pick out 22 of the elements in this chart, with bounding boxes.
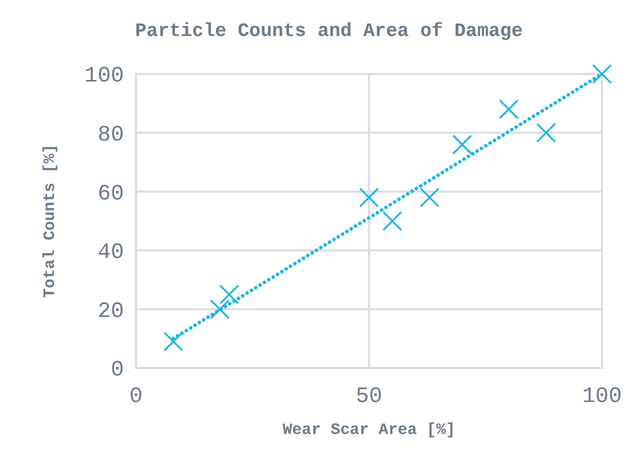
point	[219, 284, 240, 304]
point	[452, 134, 472, 154]
chart-title: Particle Counts and Area of Damage	[135, 20, 523, 42]
x-tick-label: 50	[356, 384, 382, 409]
y-tick-label: 40	[98, 240, 124, 266]
point	[592, 64, 612, 84]
point	[536, 122, 556, 143]
y-tick-label: 80	[98, 122, 124, 148]
x-axis-title: Wear Scar Area [%]	[282, 421, 456, 439]
point	[420, 188, 440, 208]
y-tick-label: 100	[84, 64, 124, 89]
y-tick-label: 60	[98, 181, 124, 206]
x-tick-label: 0	[129, 384, 143, 409]
y-tick-label: 20	[98, 298, 124, 324]
point	[382, 211, 402, 231]
y-axis-title: Total Counts [%]	[41, 144, 59, 298]
point	[163, 332, 184, 352]
point	[498, 99, 519, 120]
x-tick-label: 100	[582, 384, 622, 409]
point	[359, 188, 379, 208]
point	[210, 299, 230, 320]
y-tick-label: 0	[110, 358, 124, 383]
